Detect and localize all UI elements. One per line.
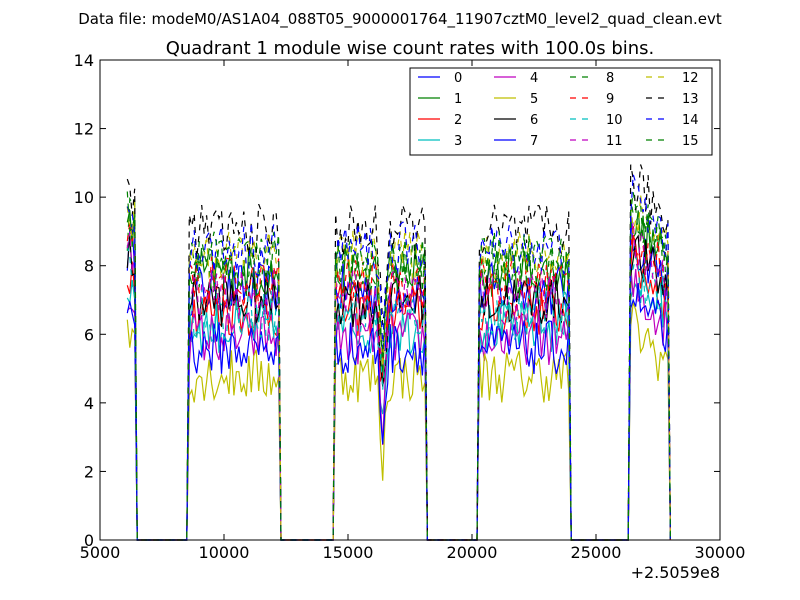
series-line-15 <box>126 191 671 541</box>
legend-label-14: 14 <box>682 113 699 128</box>
x-tick-label: 25000 <box>571 543 622 562</box>
legend-label-11: 11 <box>606 134 623 149</box>
y-tick-label: 0 <box>84 531 94 550</box>
series-line-3 <box>126 272 671 541</box>
x-tick-label: 20000 <box>447 543 498 562</box>
series-lines <box>126 164 671 541</box>
data-file-caption: Data file: modeM0/AS1A04_088T05_90000017… <box>78 10 722 29</box>
series-line-11 <box>126 222 671 541</box>
legend-label-13: 13 <box>682 92 699 107</box>
legend-label-9: 9 <box>606 92 614 107</box>
legend-label-3: 3 <box>454 134 462 149</box>
legend-label-15: 15 <box>682 134 699 149</box>
series-line-14 <box>126 174 671 541</box>
y-tick-label: 14 <box>74 51 94 70</box>
x-axis: 5000 10000 15000 20000 25000 30000 <box>80 60 746 562</box>
series-line-13 <box>126 164 671 541</box>
y-tick-label: 12 <box>74 120 94 139</box>
x-offset-label: +2.5059e8 <box>631 563 720 582</box>
series-line-7 <box>126 283 671 541</box>
series-line-0 <box>126 211 671 541</box>
y-tick-label: 4 <box>84 394 94 413</box>
series-line-4 <box>126 265 671 541</box>
legend-label-2: 2 <box>454 113 462 128</box>
legend-label-0: 0 <box>454 71 462 86</box>
legend-label-12: 12 <box>682 71 699 86</box>
x-tick-label: 10000 <box>199 543 250 562</box>
x-tick-label: 5000 <box>80 543 121 562</box>
legend-label-1: 1 <box>454 92 462 107</box>
y-tick-label: 6 <box>84 325 94 344</box>
series-line-12 <box>126 194 671 541</box>
legend-label-8: 8 <box>606 71 614 86</box>
axes-frame <box>99 59 721 541</box>
series-line-5 <box>126 302 671 541</box>
legend-label-4: 4 <box>530 71 538 86</box>
y-tick-label: 8 <box>84 257 94 276</box>
series-line-2 <box>126 234 671 541</box>
series-line-9 <box>126 222 671 541</box>
series-line-8 <box>126 196 671 541</box>
legend-label-7: 7 <box>530 134 538 149</box>
y-tick-label: 2 <box>84 462 94 481</box>
chart-title: Quadrant 1 module wise count rates with … <box>166 38 655 59</box>
plot-area: 5000 10000 15000 20000 25000 30000 0246810121… <box>74 51 746 562</box>
y-tick-label: 10 <box>74 188 94 207</box>
x-tick-label: 30000 <box>695 543 746 562</box>
legend-label-5: 5 <box>530 92 538 107</box>
x-tick-label: 15000 <box>323 543 374 562</box>
legend-label-6: 6 <box>530 113 538 128</box>
series-line-10 <box>126 245 671 541</box>
legend-label-10: 10 <box>606 113 623 128</box>
